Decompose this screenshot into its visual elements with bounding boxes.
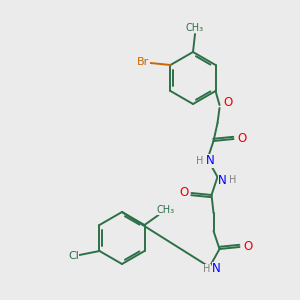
Text: H: H (229, 175, 236, 185)
Text: CH₃: CH₃ (157, 205, 175, 215)
Text: O: O (237, 133, 246, 146)
Text: O: O (223, 95, 232, 109)
Text: N: N (218, 173, 227, 187)
Text: Br: Br (137, 57, 150, 67)
Text: Cl: Cl (68, 251, 79, 261)
Text: N: N (212, 262, 221, 275)
Text: O: O (243, 241, 252, 254)
Text: H: H (203, 264, 210, 274)
Text: O: O (179, 187, 188, 200)
Text: N: N (206, 154, 215, 167)
Text: H: H (196, 156, 203, 166)
Text: CH₃: CH₃ (186, 23, 204, 33)
